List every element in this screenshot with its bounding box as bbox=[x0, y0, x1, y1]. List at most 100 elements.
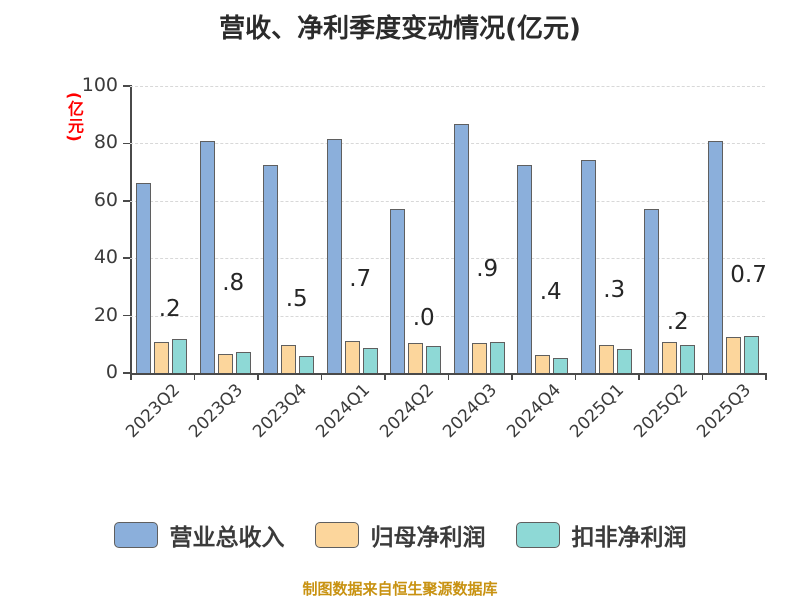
x-tick-label: 2023Q2 bbox=[121, 380, 184, 442]
bar[interactable] bbox=[662, 342, 678, 373]
bar[interactable] bbox=[299, 356, 315, 373]
bar-group bbox=[326, 86, 378, 373]
bar[interactable] bbox=[217, 354, 233, 373]
legend-item[interactable]: 归母净利润 bbox=[314, 518, 486, 552]
y-tick-mark bbox=[123, 372, 130, 374]
x-tick-mark bbox=[193, 373, 195, 380]
value-label: .4 bbox=[539, 279, 562, 305]
x-tick-label: 2025Q3 bbox=[693, 380, 756, 442]
bar[interactable] bbox=[326, 138, 342, 373]
x-tick-label: 2023Q3 bbox=[185, 380, 248, 442]
legend-label: 营业总收入 bbox=[169, 525, 285, 551]
y-axis-line bbox=[130, 85, 132, 374]
bar-group bbox=[390, 86, 442, 373]
y-tick-mark bbox=[123, 314, 130, 317]
x-tick-mark bbox=[765, 373, 767, 380]
y-tick-label: 20 bbox=[93, 303, 118, 326]
gridline bbox=[130, 258, 765, 260]
legend-swatch bbox=[515, 522, 560, 548]
legend-swatch bbox=[113, 522, 158, 548]
bar[interactable] bbox=[535, 354, 551, 373]
value-label: .8 bbox=[222, 270, 245, 296]
gridline bbox=[130, 200, 765, 202]
x-tick-mark bbox=[447, 373, 449, 380]
bar-group bbox=[263, 86, 315, 373]
value-label: .7 bbox=[349, 266, 372, 292]
bar[interactable] bbox=[199, 141, 215, 373]
legend-item[interactable]: 扣非净利润 bbox=[515, 518, 687, 552]
chart-legend: 营业总收入 归母净利润 扣非净利润 bbox=[0, 518, 800, 552]
bar[interactable] bbox=[453, 123, 469, 373]
bar[interactable] bbox=[644, 208, 660, 373]
bar[interactable] bbox=[235, 351, 251, 373]
x-tick-mark bbox=[130, 373, 132, 380]
gridline bbox=[130, 143, 765, 145]
bar[interactable] bbox=[136, 183, 152, 373]
bar[interactable] bbox=[154, 342, 170, 373]
bar[interactable] bbox=[344, 340, 360, 373]
bar-group bbox=[517, 86, 569, 373]
bar-group bbox=[644, 86, 696, 373]
y-tick-mark bbox=[123, 142, 130, 145]
bar-group bbox=[707, 86, 759, 373]
bar[interactable] bbox=[471, 342, 487, 373]
x-tick-label: 2024Q3 bbox=[439, 380, 502, 442]
bar[interactable] bbox=[553, 357, 569, 373]
bar[interactable] bbox=[172, 339, 188, 373]
bar[interactable] bbox=[725, 337, 741, 373]
legend-label: 扣非净利润 bbox=[571, 525, 687, 551]
y-tick-mark bbox=[123, 200, 130, 202]
legend-item[interactable]: 营业总收入 bbox=[113, 518, 285, 552]
y-tick-mark bbox=[123, 257, 130, 259]
y-tick-label: 0 bbox=[105, 361, 118, 383]
value-label: .9 bbox=[476, 256, 499, 282]
page-title: 营收、净利季度变动情况(亿元) bbox=[219, 14, 581, 44]
bar[interactable] bbox=[281, 344, 297, 373]
x-tick-label: 2025Q2 bbox=[629, 380, 692, 442]
x-tick-mark bbox=[701, 373, 703, 380]
bar[interactable] bbox=[616, 348, 632, 373]
bar[interactable] bbox=[426, 346, 442, 373]
legend-swatch bbox=[314, 522, 359, 548]
bar[interactable] bbox=[517, 165, 533, 373]
value-label: .2 bbox=[666, 309, 689, 335]
gridline bbox=[130, 86, 765, 87]
y-tick-mark bbox=[123, 85, 130, 87]
bar-group bbox=[199, 86, 251, 373]
bar[interactable] bbox=[743, 336, 759, 373]
y-axis-label: (亿元) bbox=[65, 92, 84, 143]
x-tick-mark bbox=[257, 373, 259, 380]
value-label: .5 bbox=[285, 286, 308, 312]
bar[interactable] bbox=[263, 164, 279, 373]
bar-group bbox=[453, 86, 505, 373]
x-tick-label: 2024Q4 bbox=[502, 380, 565, 442]
bar-group bbox=[136, 86, 188, 373]
value-label: .0 bbox=[412, 305, 435, 331]
x-tick-label: 2025Q1 bbox=[566, 380, 629, 442]
x-tick-mark bbox=[384, 373, 386, 380]
bar[interactable] bbox=[680, 344, 696, 373]
y-tick-label: 40 bbox=[93, 246, 118, 269]
bar[interactable] bbox=[598, 345, 614, 373]
y-tick-label: 60 bbox=[93, 188, 118, 211]
x-tick-mark bbox=[574, 373, 576, 380]
x-tick-label: 2023Q4 bbox=[248, 380, 311, 442]
bar[interactable] bbox=[390, 209, 406, 373]
y-tick-label: 100 bbox=[81, 74, 118, 96]
bar[interactable] bbox=[707, 141, 723, 373]
value-label: .2 bbox=[158, 296, 181, 322]
x-tick-mark bbox=[511, 373, 513, 380]
footer-note: 制图数据来自恒生聚源数据库 bbox=[302, 580, 498, 598]
bar[interactable] bbox=[489, 342, 505, 373]
value-label: 0.7 bbox=[730, 262, 767, 288]
x-axis-line bbox=[130, 373, 765, 375]
bar[interactable] bbox=[580, 159, 596, 373]
x-tick-label: 2024Q2 bbox=[375, 380, 438, 442]
y-tick-label: 80 bbox=[93, 131, 118, 154]
bar[interactable] bbox=[408, 343, 424, 373]
gridline bbox=[130, 315, 765, 317]
bar[interactable] bbox=[362, 347, 378, 373]
x-tick-mark bbox=[638, 373, 640, 380]
x-tick-label: 2024Q1 bbox=[312, 380, 375, 442]
